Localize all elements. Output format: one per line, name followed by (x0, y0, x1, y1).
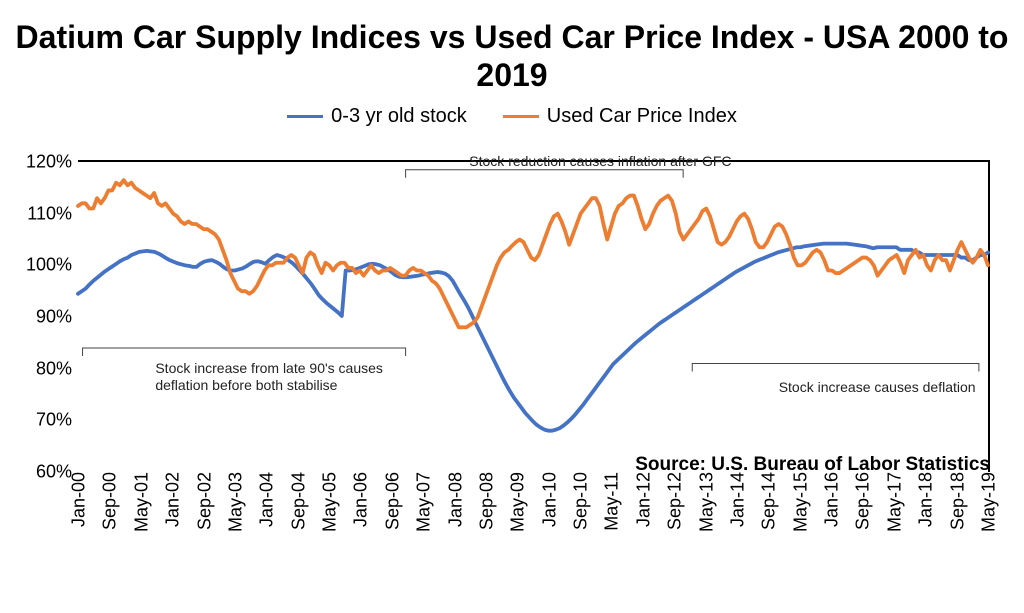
y-axis-label: 100% (26, 255, 78, 276)
legend-swatch (287, 115, 323, 118)
line-layer (78, 162, 988, 472)
chart-annotation: Stock reduction causes inflation after G… (469, 153, 731, 170)
x-axis-label: May-17 (882, 472, 905, 532)
x-axis-label: Sep-02 (192, 472, 215, 530)
x-axis-label: Sep-10 (569, 472, 592, 530)
annotation-bracket (406, 170, 684, 178)
x-axis-label: Sep-00 (98, 472, 121, 530)
x-axis-label: Jan-14 (725, 472, 748, 527)
chart-legend: 0-3 yr old stock Used Car Price Index (0, 101, 1024, 134)
x-axis-label: Jan-08 (443, 472, 466, 527)
x-axis-label: Jan-16 (820, 472, 843, 527)
x-axis-label: Jan-06 (349, 472, 372, 527)
legend-swatch (503, 115, 539, 118)
annotation-bracket (83, 348, 406, 356)
chart-source: Source: U.S. Bureau of Labor Statistics (635, 454, 990, 476)
x-axis-label: Sep-18 (945, 472, 968, 530)
x-axis-label: Jan-12 (631, 472, 654, 527)
legend-label: 0-3 yr old stock (331, 105, 467, 128)
legend-label: Used Car Price Index (547, 105, 737, 128)
x-axis-label: Jan-18 (914, 472, 937, 527)
x-axis-label: Sep-08 (474, 472, 497, 530)
x-axis-label: Sep-16 (851, 472, 874, 530)
y-axis-label: 70% (36, 410, 78, 431)
x-axis-label: May-09 (506, 472, 529, 532)
legend-item: 0-3 yr old stock (287, 105, 467, 128)
x-axis-label: May-15 (788, 472, 811, 532)
x-axis-label: Jan-02 (161, 472, 184, 527)
x-axis-label: May-05 (318, 472, 341, 532)
x-axis-label: May-07 (412, 472, 435, 532)
x-axis-label: May-01 (129, 472, 152, 532)
series-line (78, 180, 988, 327)
plot-area: 60%70%80%90%100%110%120%Jan-00Sep-00May-… (78, 160, 990, 472)
annotation-bracket (692, 364, 979, 372)
chart-annotation: Stock increase from late 90's causesdefl… (155, 360, 383, 394)
x-axis-label: Sep-14 (757, 472, 780, 530)
x-axis-label: Sep-06 (380, 472, 403, 530)
x-axis-label: Jan-04 (255, 472, 278, 527)
chart-title: Datium Car Supply Indices vs Used Car Pr… (0, 0, 1024, 101)
y-axis-label: 90% (36, 307, 78, 328)
y-axis-label: 110% (27, 203, 78, 224)
y-axis-label: 80% (36, 358, 78, 379)
x-axis-label: May-19 (977, 472, 1000, 532)
x-axis-label: Sep-12 (663, 472, 686, 530)
x-axis-label: May-11 (600, 472, 623, 531)
series-line (78, 244, 988, 431)
chart-container: Datium Car Supply Indices vs Used Car Pr… (0, 0, 1024, 613)
x-axis-label: Jan-00 (67, 472, 90, 527)
x-axis-label: Jan-10 (537, 472, 560, 527)
x-axis-label: May-03 (223, 472, 246, 532)
chart-annotation: Stock increase causes deflation (779, 379, 976, 396)
y-axis-label: 120% (26, 152, 78, 173)
legend-item: Used Car Price Index (503, 105, 737, 128)
x-axis-label: Sep-04 (286, 472, 309, 530)
x-axis-label: May-13 (694, 472, 717, 532)
